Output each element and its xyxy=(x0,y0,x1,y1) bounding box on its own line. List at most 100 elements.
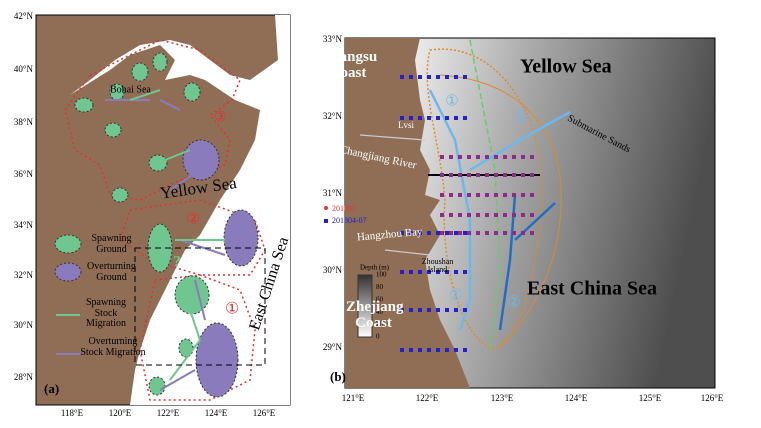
station xyxy=(436,348,440,352)
station xyxy=(476,155,480,159)
spawning-grounds xyxy=(74,52,210,396)
colorbar-tick: 60 xyxy=(376,295,384,303)
station xyxy=(445,348,449,352)
lat-label: 42°N xyxy=(14,11,34,21)
station xyxy=(427,348,431,352)
station xyxy=(512,155,516,159)
station xyxy=(463,75,467,79)
station xyxy=(418,308,422,312)
station xyxy=(418,231,422,235)
station xyxy=(503,155,507,159)
station xyxy=(440,193,444,197)
lat-label: 36°N xyxy=(14,169,34,179)
station xyxy=(521,193,525,197)
region-outline xyxy=(139,274,256,401)
station xyxy=(449,213,453,217)
station xyxy=(409,231,413,235)
station xyxy=(409,270,413,274)
station xyxy=(427,270,431,274)
station xyxy=(436,231,440,235)
colorbar-tick: 100 xyxy=(376,271,387,279)
station xyxy=(440,213,444,217)
station xyxy=(409,308,413,312)
station xyxy=(467,231,471,235)
station xyxy=(521,155,525,159)
lat-label: 32°N xyxy=(323,111,343,121)
place-label: Zhoushan Island xyxy=(421,257,454,275)
place-label: Lvsi xyxy=(398,120,415,130)
colorbar-tick: 0 xyxy=(376,333,380,341)
legend-label: 201804-07 xyxy=(332,216,367,225)
colorbar-title: Depth (m) xyxy=(360,264,390,272)
station xyxy=(400,116,404,120)
rivers xyxy=(359,134,431,256)
station xyxy=(436,116,440,120)
lon-label: 126°E xyxy=(253,408,276,418)
station xyxy=(400,75,404,79)
station xyxy=(409,75,413,79)
legend-label: Overturning Ground xyxy=(87,261,136,283)
station xyxy=(463,308,467,312)
colorbar xyxy=(357,274,373,338)
station xyxy=(512,193,516,197)
station xyxy=(454,348,458,352)
station xyxy=(530,213,534,217)
station xyxy=(485,213,489,217)
station xyxy=(476,213,480,217)
station xyxy=(521,231,525,235)
station xyxy=(409,348,413,352)
sea-label: Bohai Sea xyxy=(110,84,151,95)
station xyxy=(530,173,534,177)
station xyxy=(445,270,449,274)
lon-label: 118°E xyxy=(61,408,84,418)
lat-label: 33°N xyxy=(323,34,343,44)
station xyxy=(454,231,458,235)
station xyxy=(449,173,453,177)
station xyxy=(400,231,404,235)
station xyxy=(427,75,431,79)
station xyxy=(530,193,534,197)
lat-label: 40°N xyxy=(14,64,34,74)
station xyxy=(476,231,480,235)
overturning-grounds xyxy=(182,139,259,398)
study-area-box xyxy=(134,247,266,366)
legend-label: 201803 xyxy=(332,204,356,213)
station xyxy=(400,348,404,352)
migration-arrows xyxy=(105,99,226,391)
station xyxy=(454,116,458,120)
lat-label: 29°N xyxy=(323,342,343,352)
station xyxy=(454,75,458,79)
station xyxy=(494,173,498,177)
route xyxy=(469,39,501,351)
station xyxy=(467,173,471,177)
region-outline xyxy=(64,39,241,201)
legend-marker xyxy=(324,206,328,210)
station xyxy=(449,193,453,197)
route-number: ② xyxy=(507,294,520,310)
station xyxy=(494,155,498,159)
station xyxy=(512,213,516,217)
station xyxy=(445,75,449,79)
lon-label: 122°E xyxy=(416,393,439,403)
station xyxy=(463,231,467,235)
station xyxy=(467,155,471,159)
station xyxy=(436,270,440,274)
lon-label: 120°E xyxy=(109,408,132,418)
station xyxy=(427,308,431,312)
station xyxy=(449,231,453,235)
station xyxy=(436,308,440,312)
lat-label: 34°N xyxy=(14,220,34,230)
station xyxy=(512,231,516,235)
station xyxy=(458,173,462,177)
station xyxy=(476,193,480,197)
station xyxy=(503,231,507,235)
station xyxy=(494,193,498,197)
question-mark: ? xyxy=(173,254,181,271)
station xyxy=(485,173,489,177)
station xyxy=(440,173,444,177)
lon-label: 121°E xyxy=(342,393,365,403)
station xyxy=(454,270,458,274)
lat-label: 31°N xyxy=(323,188,343,198)
station xyxy=(418,116,422,120)
